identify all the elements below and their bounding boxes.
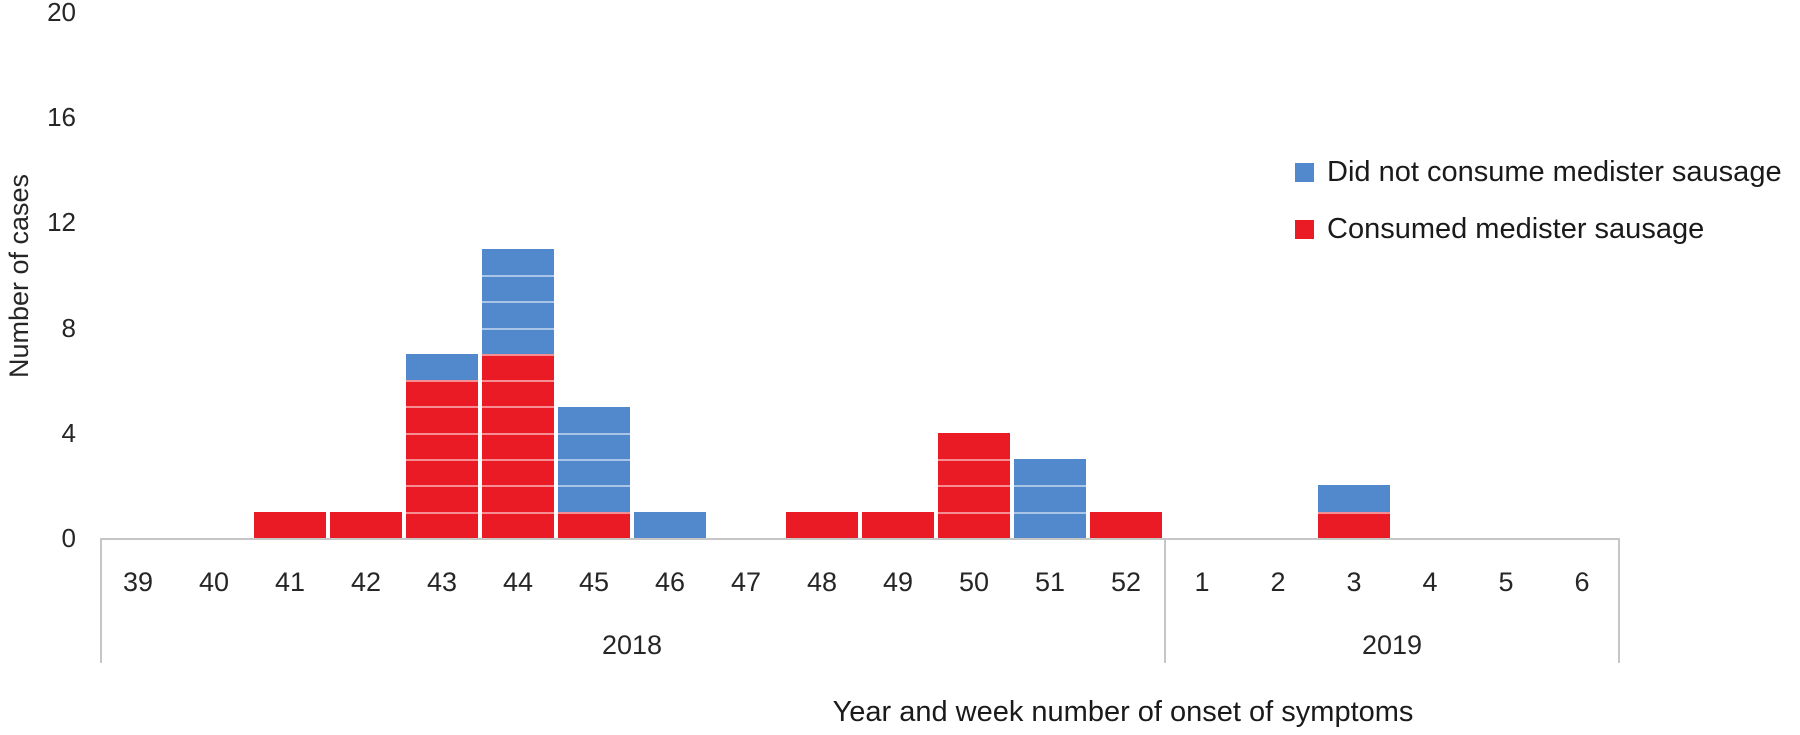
bar-segment-did-not-consume: [1014, 511, 1086, 538]
bar-segment-consumed: [406, 406, 478, 433]
bar-segment-did-not-consume: [1014, 459, 1086, 486]
bar-segment-did-not-consume: [558, 406, 630, 433]
y-axis-tick-label: 0: [61, 523, 76, 553]
bar-segment-did-not-consume: [558, 459, 630, 486]
x-axis-week-label: 44: [502, 567, 534, 597]
bar: [330, 511, 402, 538]
bar-segment-consumed: [1090, 511, 1162, 538]
bar-segment-did-not-consume: [558, 432, 630, 460]
x-axis-title: Year and week number of onset of symptom…: [832, 696, 1414, 728]
legend-label: Consumed medister sausage: [1327, 212, 1705, 245]
bar: [938, 432, 1010, 538]
x-axis-week-label: 40: [198, 567, 230, 597]
x-axis-week-label: 1: [1194, 567, 1210, 597]
bar-segment-consumed: [482, 511, 554, 538]
bar-segment-consumed: [786, 511, 858, 538]
legend: Did not consume medister sausage Consumed…: [1295, 155, 1782, 269]
bar-segment-did-not-consume: [482, 301, 554, 328]
bar: [1318, 485, 1390, 538]
year-group-separator: [100, 540, 102, 663]
x-axis-week-label: 6: [1574, 567, 1590, 597]
x-axis-week-label: 48: [806, 567, 838, 597]
bar-segment-consumed: [254, 511, 326, 538]
y-axis-tick-label: 8: [61, 312, 76, 343]
x-axis-week-label: 51: [1034, 567, 1066, 597]
bar: [482, 248, 554, 538]
bar-segment-consumed: [482, 459, 554, 486]
y-axis-tick-label: 16: [47, 102, 76, 133]
x-axis-week-label: 5: [1498, 567, 1514, 597]
x-axis-week-label: 42: [350, 567, 382, 597]
bar: [1090, 511, 1162, 538]
x-axis-week-label: 46: [654, 567, 686, 597]
legend-item: Did not consume medister sausage: [1295, 155, 1782, 189]
bar-segment-did-not-consume: [406, 353, 478, 381]
bar-segment-consumed: [938, 432, 1010, 460]
bar-segment-consumed: [482, 353, 554, 381]
legend-label: Did not consume medister sausage: [1327, 155, 1782, 188]
bar-segment-consumed: [406, 511, 478, 538]
bar-segment-consumed: [482, 380, 554, 407]
x-axis-year-label: 2018: [601, 630, 663, 660]
x-axis-week-label: 47: [730, 567, 762, 597]
bar-segment-consumed: [406, 459, 478, 486]
x-axis-week-label: 2: [1270, 567, 1286, 597]
x-axis-week-label: 45: [578, 567, 610, 597]
x-axis-year-label: 2019: [1361, 630, 1423, 660]
y-axis-tick-label: 20: [47, 0, 76, 27]
bar-segment-consumed: [558, 511, 630, 538]
legend-swatch: [1295, 219, 1314, 239]
x-axis-week-label: 39: [122, 567, 154, 597]
bar-segment-did-not-consume: [482, 327, 554, 354]
bar-segment-did-not-consume: [482, 274, 554, 302]
bar-segment-did-not-consume: [1318, 485, 1390, 512]
bar-segment-consumed: [938, 485, 1010, 512]
y-axis-tick-label: 12: [47, 207, 76, 238]
bar-segment-consumed: [862, 511, 934, 538]
bar-segment-consumed: [1318, 511, 1390, 538]
bar: [634, 511, 706, 538]
legend-swatch: [1295, 162, 1314, 182]
x-axis-week-label: 41: [274, 567, 306, 597]
year-group-separator: [1618, 540, 1620, 663]
bar-segment-did-not-consume: [634, 511, 706, 538]
bar: [1014, 459, 1086, 538]
bar-segment-consumed: [406, 432, 478, 460]
bar: [406, 353, 478, 538]
bar: [786, 511, 858, 538]
y-axis-tick-label: 4: [61, 417, 76, 448]
x-axis-line: [100, 538, 1620, 540]
bar-segment-consumed: [482, 432, 554, 460]
bar: [558, 406, 630, 539]
bar-segment-did-not-consume: [482, 248, 554, 275]
bar: [862, 511, 934, 538]
bar-segment-consumed: [330, 511, 402, 538]
x-axis-week-label: 4: [1422, 567, 1438, 597]
bar-segment-consumed: [938, 511, 1010, 538]
x-axis-week-label: 3: [1346, 567, 1362, 597]
bar-segment-consumed: [482, 485, 554, 512]
x-axis-week-label: 50: [958, 567, 990, 597]
bar-segment-consumed: [482, 406, 554, 433]
bar-segment-consumed: [938, 459, 1010, 486]
x-axis-week-label: 49: [882, 567, 914, 597]
bar-segment-consumed: [406, 485, 478, 512]
bar-segment-consumed: [406, 380, 478, 407]
bar-segment-did-not-consume: [1014, 485, 1086, 512]
bar: [254, 511, 326, 538]
year-group-separator: [1164, 540, 1166, 663]
x-axis-week-label: 52: [1110, 567, 1142, 597]
bar-segment-did-not-consume: [558, 485, 630, 512]
legend-item: Consumed medister sausage: [1295, 212, 1782, 246]
x-axis-week-label: 43: [426, 567, 458, 597]
